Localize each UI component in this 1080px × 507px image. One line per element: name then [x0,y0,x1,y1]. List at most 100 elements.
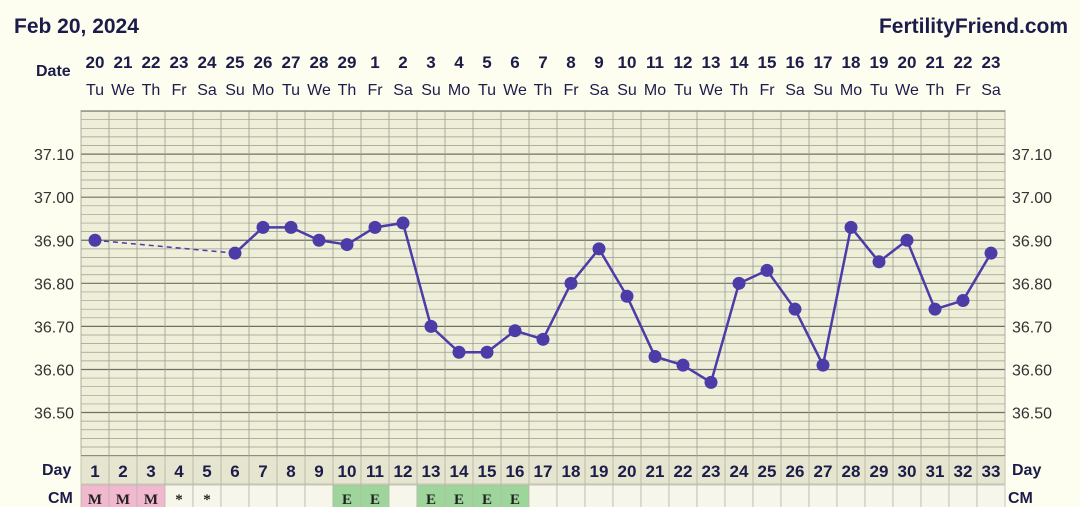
temp-point[interactable] [844,220,858,234]
day-cell [976,455,1006,485]
weekday-label: Fr [171,82,187,99]
cm-cell [388,484,418,507]
day-number: 30 [898,462,917,481]
weekday-label: Su [225,82,245,99]
temp-point[interactable] [872,255,886,269]
date-label: 8 [566,53,575,72]
date-label: 3 [426,53,435,72]
cm-mark: E [342,492,352,507]
date-label: 22 [954,53,973,72]
y-tick-label-right: 37.00 [1012,190,1052,207]
temp-point[interactable] [396,216,410,230]
temp-point[interactable] [480,345,494,359]
date-label: 14 [730,53,749,72]
day-number: 19 [590,462,609,481]
y-tick-label-right: 36.50 [1012,406,1052,423]
date-label: 29 [338,53,357,72]
day-number: 11 [366,462,384,481]
day-number: 8 [286,462,295,481]
temp-point[interactable] [816,358,830,372]
date-label: 10 [618,53,637,72]
temp-point[interactable] [424,319,438,333]
brand-logo-text[interactable]: FertilityFriend.com [879,15,1068,38]
temp-line-gap [94,239,236,254]
cm-cell [864,484,894,507]
day-number: 22 [674,462,693,481]
temp-line-segment [961,252,993,302]
weekday-label: Fr [563,82,579,99]
temp-point[interactable] [368,220,382,234]
temp-point[interactable] [760,263,774,277]
temp-point[interactable] [956,294,970,308]
temp-point[interactable] [984,246,998,260]
temp-point[interactable] [564,276,578,290]
temp-point[interactable] [284,220,298,234]
date-label: 21 [926,53,945,72]
day-number: 4 [174,462,184,481]
weekday-label: Su [617,82,637,99]
y-tick-label: 37.00 [34,190,74,207]
temp-point[interactable] [508,324,522,338]
date-label: 20 [898,53,917,72]
temp-point[interactable] [452,345,466,359]
date-label: 6 [510,53,519,72]
day-number: 9 [314,462,323,481]
temp-line-segment [905,239,937,310]
y-tick-label: 36.70 [34,319,74,336]
temp-point[interactable] [228,246,242,260]
date-label: 20 [86,53,105,72]
date-label: 23 [982,53,1001,72]
temp-line-segment [765,269,797,310]
date-row-label: Date [36,63,71,80]
day-number: 10 [338,462,357,481]
weekday-label: Sa [589,82,609,99]
weekday-label: Th [338,82,357,99]
date-label: 15 [758,53,777,72]
temp-point[interactable] [676,358,690,372]
cm-mark: * [175,492,183,507]
day-number: 24 [730,462,749,481]
weekday-label: We [699,82,723,99]
cm-mark: E [370,492,380,507]
date-label: 5 [482,53,491,72]
temp-point[interactable] [648,350,662,364]
date-label: 25 [226,53,245,72]
day-row-bg [81,456,1005,484]
day-number: 1 [90,462,99,481]
temp-point[interactable] [788,302,802,316]
cm-cell [724,484,754,507]
temp-point[interactable] [900,233,914,247]
temp-point[interactable] [704,375,718,389]
temp-point[interactable] [536,332,550,346]
temp-line-segment [709,282,741,383]
cm-row-label: CM [48,490,73,507]
weekday-label: Sa [197,82,217,99]
cm-cell [248,484,278,507]
day-number: 7 [258,462,267,481]
temp-point[interactable] [88,233,102,247]
weekday-label: We [111,82,135,99]
day-number: 12 [394,462,413,481]
date-label: 1 [370,53,379,72]
weekday-label: Sa [393,82,413,99]
cm-mark: M [88,492,102,507]
weekday-label: Th [926,82,945,99]
cm-cell [752,484,782,507]
weekday-label: We [895,82,919,99]
temp-point[interactable] [620,289,634,303]
cm-row-label-right: CM [1008,490,1033,507]
cm-cell [584,484,614,507]
temp-point[interactable] [928,302,942,316]
weekday-label: Th [730,82,749,99]
temp-point[interactable] [592,242,606,256]
temp-point[interactable] [340,238,354,252]
date-label: 16 [786,53,805,72]
temp-point[interactable] [732,276,746,290]
date-label: 9 [594,53,603,72]
temp-point[interactable] [312,233,326,247]
temp-point[interactable] [256,220,270,234]
cm-cell [668,484,698,507]
date-label: 28 [310,53,329,72]
day-number: 2 [118,462,127,481]
